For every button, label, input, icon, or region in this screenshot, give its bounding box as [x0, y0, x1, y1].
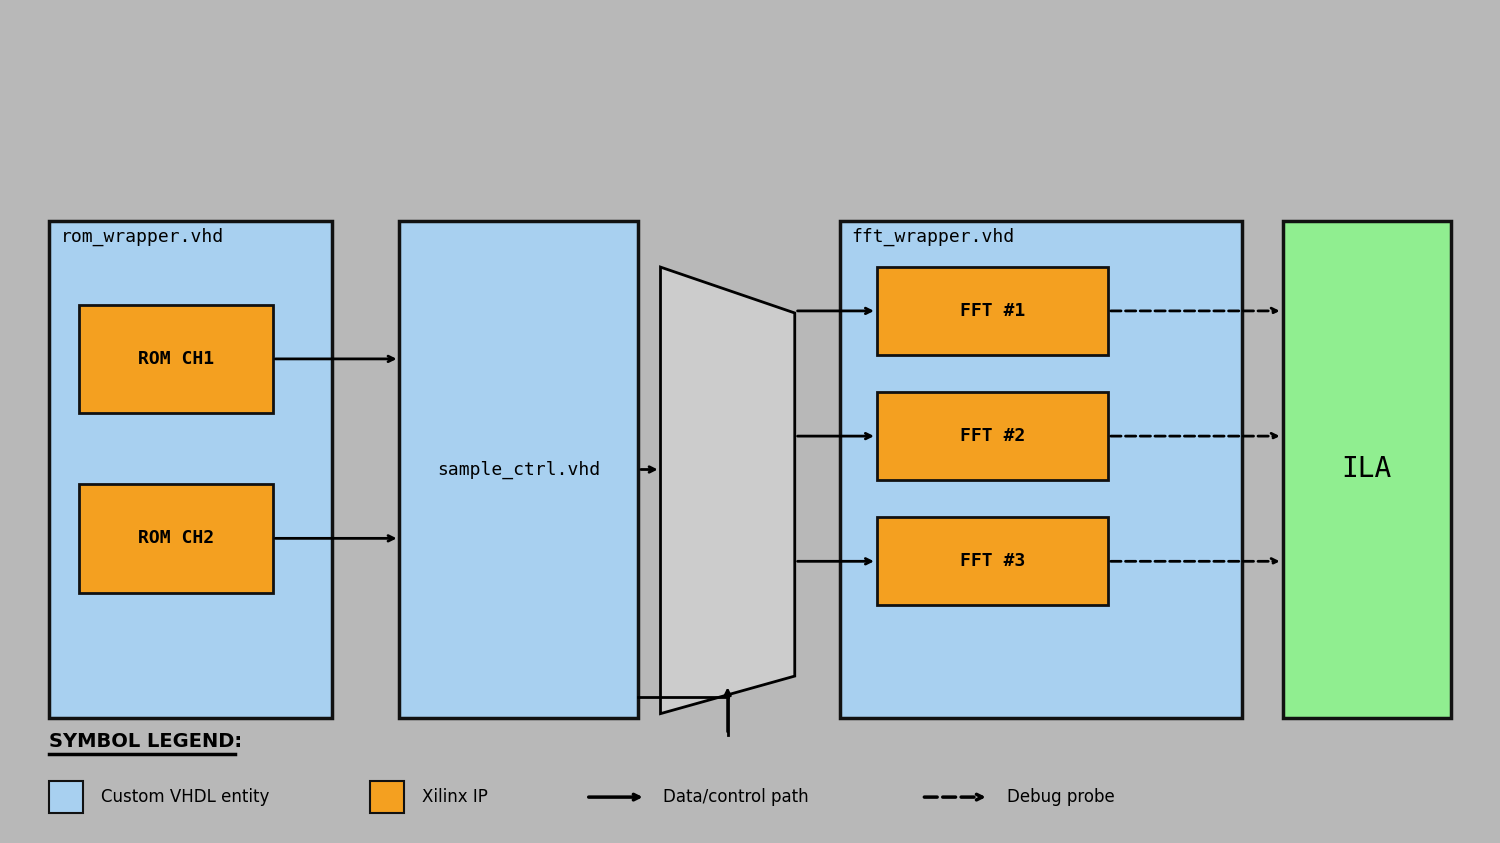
Polygon shape [660, 267, 795, 714]
Bar [78, 484, 273, 593]
Bar [878, 518, 1108, 605]
Text: FFT #2: FFT #2 [960, 427, 1024, 445]
Text: fft_wrapper.vhd: fft_wrapper.vhd [852, 228, 1014, 246]
Bar [840, 221, 1242, 717]
Text: ROM CH1: ROM CH1 [138, 350, 214, 368]
Text: SYMBOL LEGEND:: SYMBOL LEGEND: [50, 733, 242, 751]
Text: Xilinx IP: Xilinx IP [422, 788, 488, 806]
Bar [78, 304, 273, 413]
Text: ROM CH2: ROM CH2 [138, 529, 214, 547]
Text: FFT #3: FFT #3 [960, 552, 1024, 571]
Text: rom_wrapper.vhd: rom_wrapper.vhd [62, 228, 223, 246]
Bar [878, 392, 1108, 480]
Text: Data/control path: Data/control path [663, 788, 808, 806]
Bar [369, 781, 404, 813]
Bar [878, 267, 1108, 355]
Text: Custom VHDL entity: Custom VHDL entity [100, 788, 270, 806]
Bar [1282, 221, 1450, 717]
Bar [50, 781, 82, 813]
Bar [399, 221, 638, 717]
Text: ILA: ILA [1341, 455, 1392, 484]
Bar [50, 221, 333, 717]
Text: FFT #1: FFT #1 [960, 302, 1024, 319]
Text: sample_ctrl.vhd: sample_ctrl.vhd [436, 460, 600, 479]
Text: Debug probe: Debug probe [1007, 788, 1114, 806]
